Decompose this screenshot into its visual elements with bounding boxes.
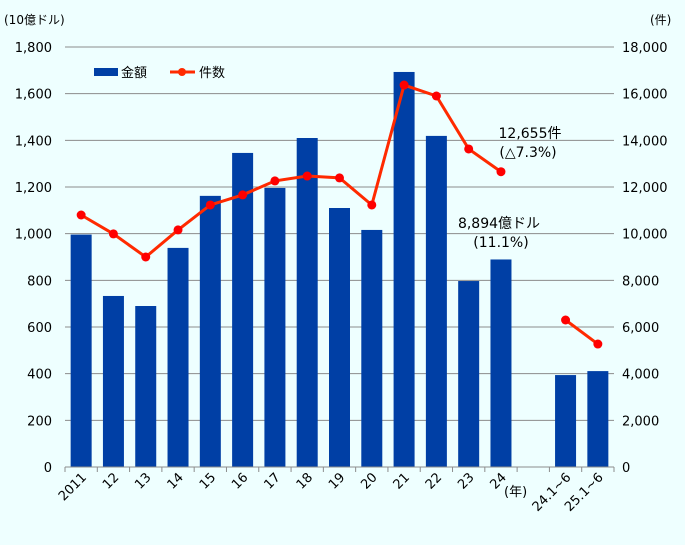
right-axis-unit: (件)	[650, 13, 671, 27]
bar-18	[296, 138, 318, 467]
bar-20	[361, 229, 383, 467]
left-tick-label: 200	[27, 414, 52, 429]
left-tick-label: 1,000	[15, 228, 52, 243]
bar-15	[199, 195, 221, 467]
bar-24.1~6	[555, 375, 577, 467]
bar-19	[329, 208, 350, 467]
legend-line-label: 件数	[199, 66, 225, 81]
annotation-count: 12,655件	[499, 126, 562, 142]
annotation-count-change: (△7.3%)	[499, 145, 556, 161]
left-tick-label: 400	[27, 368, 52, 383]
bar-16	[232, 152, 254, 467]
left-tick-label: 600	[27, 321, 52, 336]
legend-bar-swatch	[94, 68, 118, 76]
line-point-21	[399, 80, 409, 90]
line-point-23	[464, 144, 474, 154]
bar-21	[393, 71, 415, 467]
bar-25.1~6	[587, 371, 609, 467]
line-point-20	[367, 200, 377, 210]
line-point-12	[108, 229, 118, 239]
x-tick-label: 19	[326, 470, 348, 492]
bar-17	[264, 187, 286, 467]
x-tick-label: 17	[261, 470, 283, 492]
left-tick-label: 800	[27, 274, 52, 289]
right-tick-label: 12,000	[622, 181, 668, 196]
right-tick-label: 18,000	[622, 41, 668, 56]
line-point-15	[205, 200, 215, 210]
right-tick-label: 6,000	[622, 321, 659, 336]
right-tick-label: 4,000	[622, 368, 659, 383]
x-tick-label: 2011	[56, 470, 90, 504]
right-tick-label: 8,000	[622, 274, 659, 289]
x-tick-label: 20	[358, 470, 380, 492]
line-point-19	[335, 173, 344, 183]
x-tick-label: 13	[132, 470, 154, 492]
bar-23	[458, 281, 480, 467]
right-tick-label: 10,000	[622, 228, 668, 243]
legend-bar-label: 金額	[121, 65, 147, 81]
left-tick-label: 1,800	[15, 41, 52, 56]
line-point-14	[173, 225, 183, 235]
bar-22	[425, 135, 447, 467]
line-segment	[80, 83, 502, 259]
bars	[70, 71, 609, 467]
x-tick-label: 22	[423, 470, 445, 492]
line-point-18	[302, 171, 312, 181]
bar-2011	[70, 234, 92, 467]
legend-line-marker	[178, 68, 186, 76]
right-tick-label: 16,000	[622, 88, 668, 103]
bar-13	[135, 306, 157, 467]
left-axis-unit: (10億ドル)	[4, 13, 65, 27]
annotation-amount: 8,894億ドル	[458, 216, 540, 232]
bar-14	[167, 247, 189, 467]
line-point-22	[431, 91, 441, 101]
x-tick-label: 12	[100, 470, 122, 492]
line-point-25.1~6	[593, 339, 603, 349]
left-tick-label: 1,400	[15, 134, 52, 149]
line-series	[76, 80, 603, 349]
line-point-16	[238, 190, 248, 200]
line-segment	[564, 318, 599, 346]
x-tick-label: 18	[294, 470, 316, 492]
left-tick-label: 0	[44, 461, 52, 476]
right-tick-label: 14,000	[622, 134, 668, 149]
bar-12	[102, 295, 124, 467]
line-point-2011	[76, 210, 86, 220]
x-tick-label: 16	[229, 470, 251, 492]
x-tick-label: 21	[391, 470, 413, 492]
line-point-17	[270, 176, 280, 186]
line-point-13	[141, 252, 151, 262]
line-point-24	[496, 167, 506, 177]
x-tick-label: 23	[455, 470, 477, 492]
bar-24	[490, 259, 512, 467]
left-tick-label: 1,200	[15, 181, 52, 196]
right-tick-label: 0	[622, 461, 630, 476]
legend: 金額 件数	[94, 65, 225, 81]
left-tick-label: 1,600	[15, 88, 52, 103]
x-unit-label: (年)	[504, 485, 527, 500]
x-tick-label: 15	[197, 470, 219, 492]
line-point-24.1~6	[561, 315, 571, 325]
annotation-amount-change: (11.1%)	[473, 235, 528, 251]
x-tick-label: 14	[165, 470, 187, 492]
right-tick-label: 2,000	[622, 414, 659, 429]
